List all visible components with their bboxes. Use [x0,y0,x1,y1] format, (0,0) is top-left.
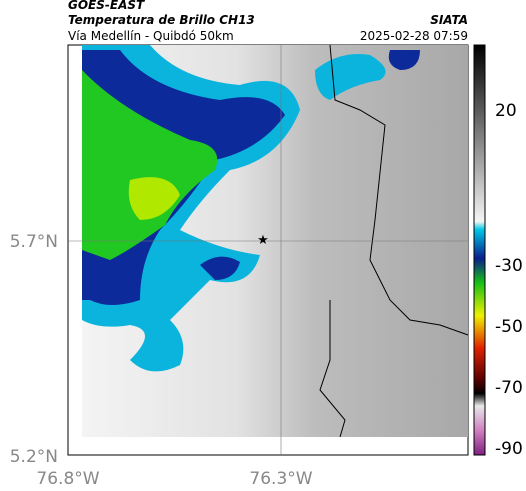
lat-label: 5.7°N [10,232,58,252]
timestamp: 2025-02-28 07:59 [360,29,468,43]
svg-text:★: ★ [257,233,269,248]
colorbar-tick-label: -70 [495,378,523,398]
source: SIATA [430,13,468,27]
map: ★ [67,44,469,456]
region: Vía Medellín - Quibdó 50km [68,29,234,43]
colorbar-tick-label: -50 [495,317,523,337]
lat-label: 5.2°N [10,447,58,467]
colorbar [473,44,486,456]
lon-label: 76.8°W [36,469,99,489]
subtitle: Temperatura de Brillo CH13 [68,13,255,27]
colorbar-tick-label: 20 [495,101,517,121]
lon-label: 76.3°W [249,469,312,489]
title: GOES-EAST [68,0,145,12]
colorbar-tick-label: -90 [495,439,523,459]
colorbar-tick-label: -30 [495,256,523,276]
